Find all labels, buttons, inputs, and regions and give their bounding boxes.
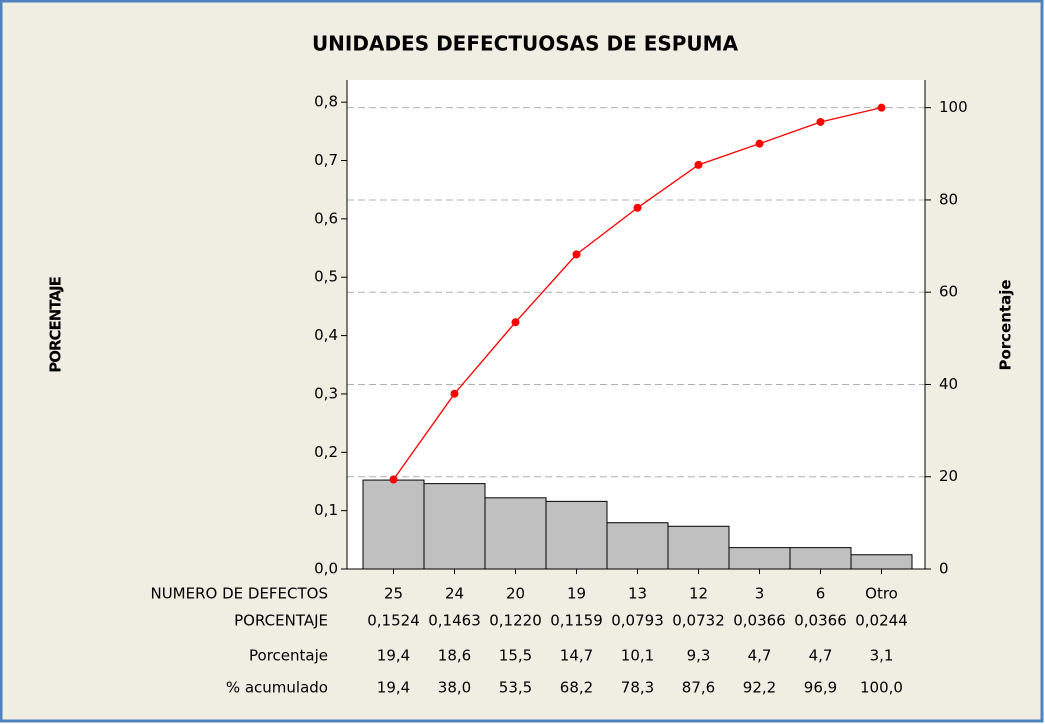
- table-value: 0,0732: [672, 612, 725, 630]
- x-tick-label: 24: [445, 585, 464, 603]
- bar: [728, 547, 791, 570]
- table-value: 0,0244: [855, 612, 908, 630]
- table-value: 14,7: [560, 647, 593, 665]
- x-tick-label: 19: [567, 585, 586, 603]
- table-value: 68,2: [560, 679, 593, 697]
- table-value: 38,0: [438, 679, 471, 697]
- table-value: 0,0793: [611, 612, 664, 630]
- table-value: 87,6: [682, 679, 715, 697]
- table-value: 19,4: [377, 679, 410, 697]
- y-tick-label: 0,8: [314, 93, 338, 111]
- table-value: 0,1524: [367, 612, 420, 630]
- y2-tick-label: 80: [939, 190, 958, 208]
- cumulative-point: [755, 139, 764, 148]
- y2-axis-label: Porcentaje: [997, 279, 1015, 370]
- table-value: 96,9: [804, 679, 837, 697]
- row-label: NUMERO DE DEFECTOS: [150, 585, 328, 603]
- y2-tick-label: 20: [939, 467, 958, 485]
- table-value: 9,3: [687, 647, 711, 665]
- cumulative-point: [572, 250, 581, 259]
- bar: [423, 483, 486, 570]
- x-tick-label: 3: [755, 585, 765, 603]
- y-tick-label: 0,4: [314, 326, 338, 344]
- cumulative-point: [816, 117, 825, 126]
- cumulative-point: [511, 318, 520, 327]
- table-value: 15,5: [499, 647, 532, 665]
- table-value: 4,7: [809, 647, 833, 665]
- bar: [850, 554, 913, 570]
- bar: [667, 525, 730, 570]
- y-tick-label: 0,0: [314, 560, 338, 578]
- bar: [789, 547, 852, 570]
- y-axis-label: PORCENTAJE: [47, 276, 65, 372]
- row-label: Porcentaje: [249, 647, 328, 665]
- row-label: % acumulado: [226, 679, 328, 697]
- row-label: PORCENTAJE: [234, 612, 328, 630]
- table-value: 78,3: [621, 679, 654, 697]
- chart-title: UNIDADES DEFECTUOSAS DE ESPUMA: [312, 32, 739, 56]
- table-value: 3,1: [870, 647, 894, 665]
- y2-tick-label: 40: [939, 375, 958, 393]
- cumulative-point: [877, 103, 886, 112]
- cumulative-point: [694, 160, 703, 169]
- table-value: 0,1220: [489, 612, 542, 630]
- bar: [606, 522, 669, 570]
- bar: [545, 500, 608, 570]
- table-value: 0,1159: [550, 612, 603, 630]
- table-value: 0,0366: [733, 612, 786, 630]
- table-value: 0,0366: [794, 612, 847, 630]
- y-tick-label: 0,6: [314, 209, 338, 227]
- table-value: 19,4: [377, 647, 410, 665]
- y-tick-label: 0,7: [314, 151, 338, 169]
- cumulative-point: [450, 389, 459, 398]
- x-tick-label: Otro: [865, 585, 898, 603]
- x-tick-label: 13: [628, 585, 647, 603]
- table-value: 92,2: [743, 679, 776, 697]
- y-tick-label: 0,1: [314, 501, 338, 519]
- cumulative-point: [389, 475, 398, 484]
- y-tick-label: 0,5: [314, 268, 338, 286]
- x-tick-label: 20: [506, 585, 525, 603]
- table-value: 10,1: [621, 647, 654, 665]
- x-tick-label: 6: [816, 585, 826, 603]
- y-tick-label: 0,3: [314, 384, 338, 402]
- y-tick-label: 0,2: [314, 443, 338, 461]
- table-value: 0,1463: [428, 612, 481, 630]
- cumulative-point: [633, 203, 642, 212]
- bar: [484, 497, 547, 570]
- x-tick-label: 12: [689, 585, 708, 603]
- bar: [362, 479, 425, 570]
- table-value: 18,6: [438, 647, 471, 665]
- table-value: 100,0: [860, 679, 903, 697]
- x-tick-label: 25: [384, 585, 403, 603]
- y2-tick-label: 60: [939, 283, 958, 301]
- table-value: 4,7: [748, 647, 772, 665]
- table-value: 53,5: [499, 679, 532, 697]
- y2-tick-label: 0: [939, 560, 949, 578]
- y2-tick-label: 100: [939, 98, 968, 116]
